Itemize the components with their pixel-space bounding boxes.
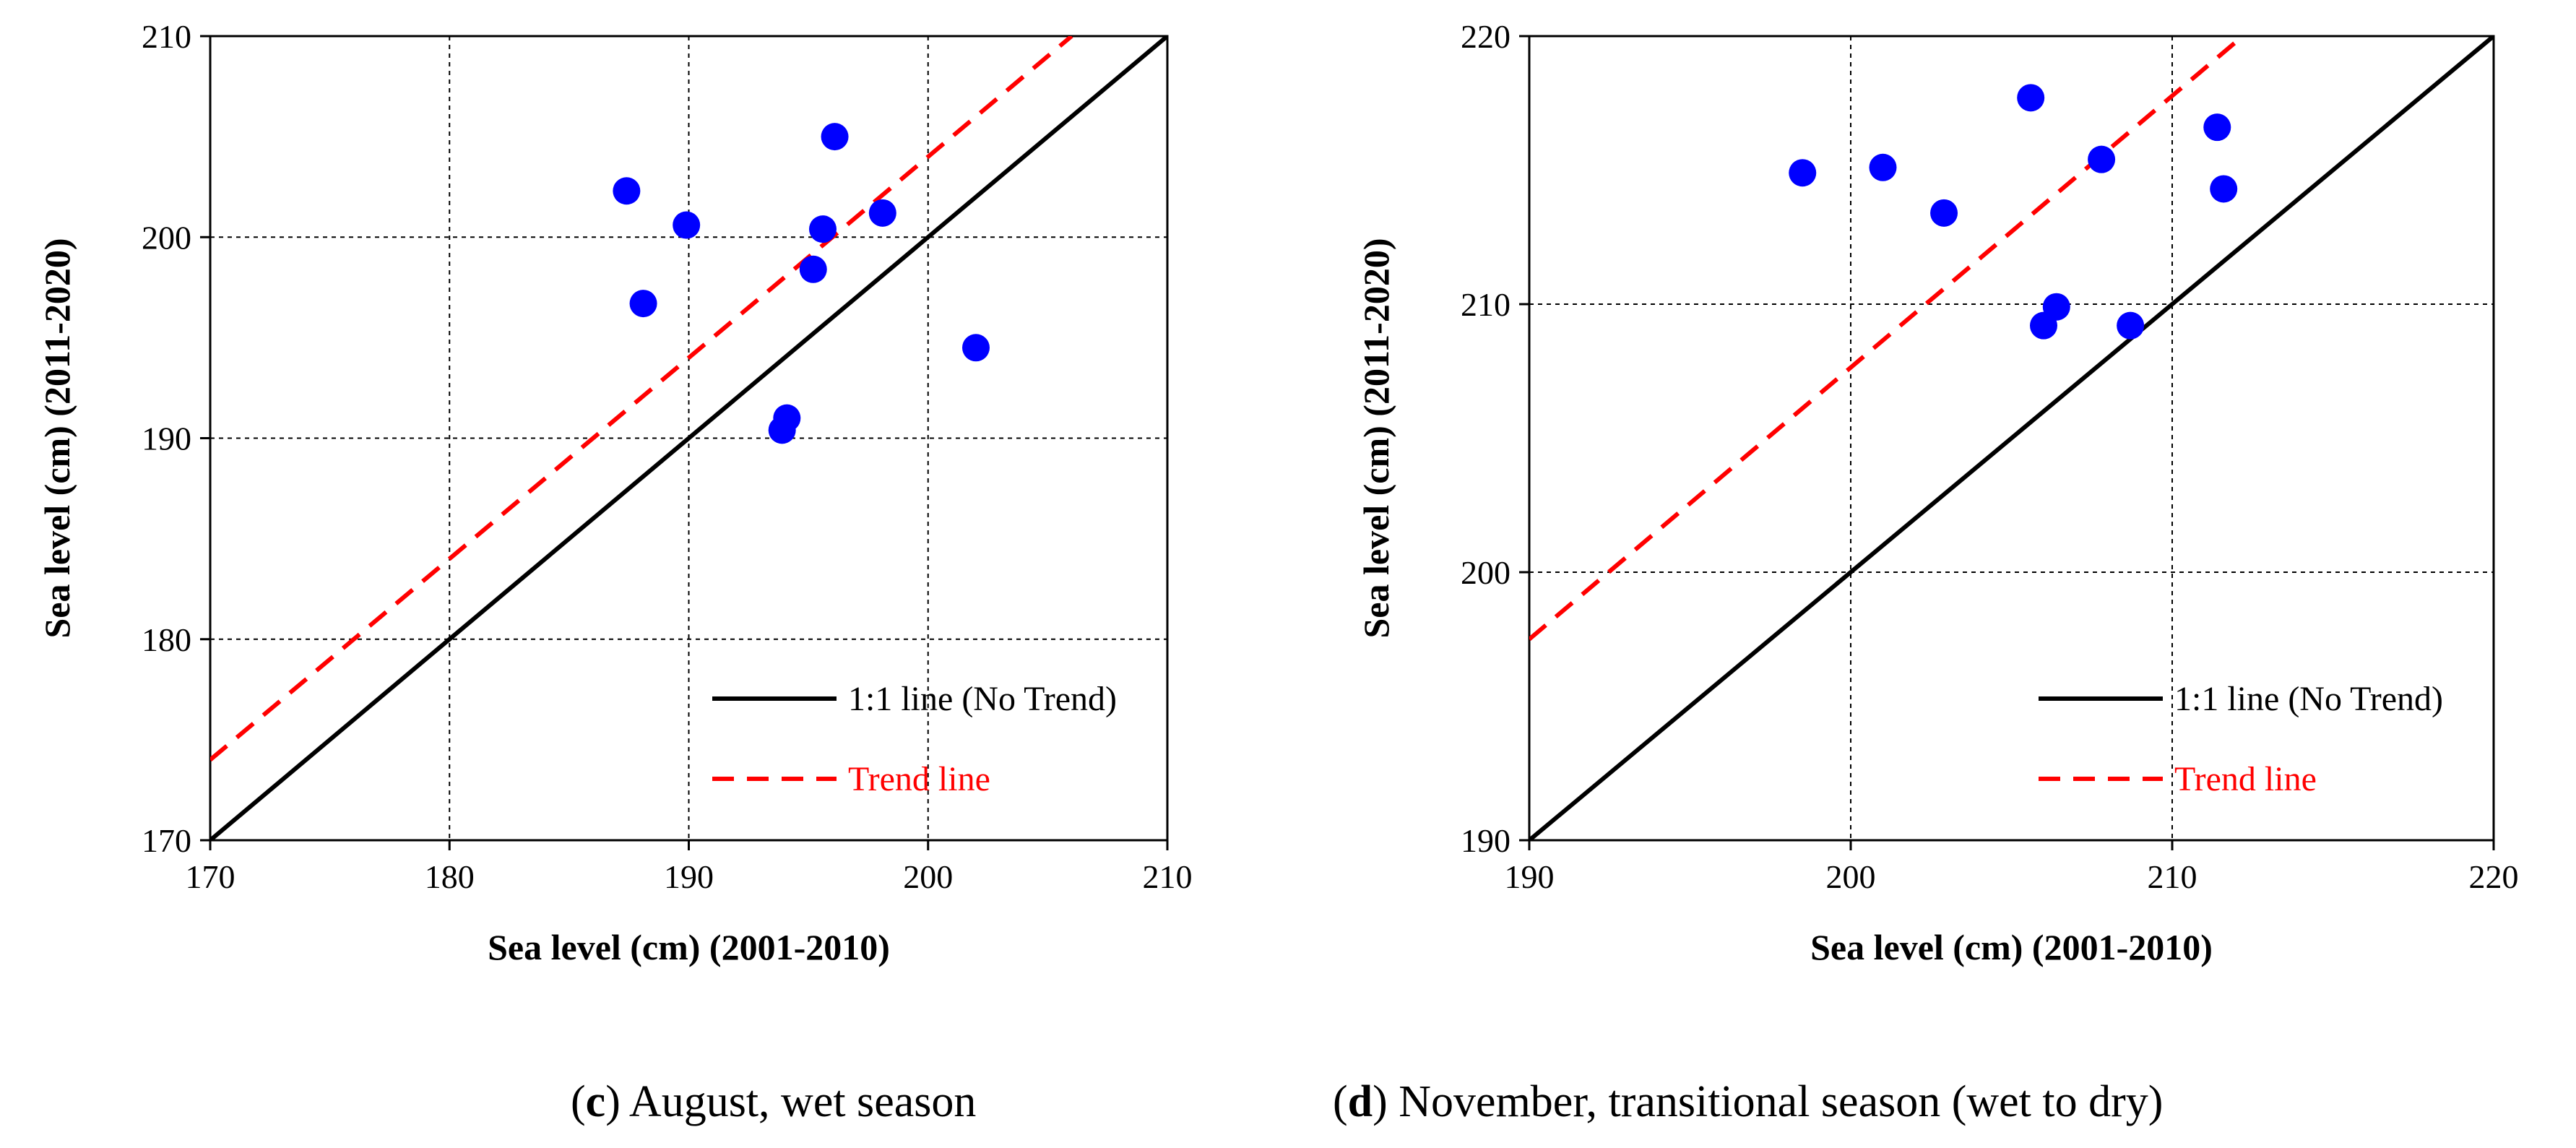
panel-caption: (d) November, transitional season (wet t… [1333,1077,2163,1126]
data-point [629,290,657,318]
chart-panel-d: 190 200 210 220 190 200 210 220 Sea level (cm) (… [1333,18,2519,1126]
y-tick-label: 180 [142,621,191,658]
y-tick-label: 190 [1461,822,1510,859]
legend-label-one-to-one: 1:1 line (No Trend) [2174,680,2443,718]
legend-label-trend: Trend line [2174,760,2317,798]
data-point [809,215,837,243]
x-tick-label: 180 [425,858,475,895]
y-tick-label: 210 [142,18,191,55]
x-axis-title: Sea level (cm) (2001-2010) [488,927,890,967]
x-tick-label: 210 [2148,858,2197,895]
x-tick-label: 200 [903,858,953,895]
data-point [2210,175,2238,203]
data-point [821,123,849,151]
one-to-one-line [210,36,1167,840]
x-tick-label: 220 [2469,858,2519,895]
legend-label-one-to-one: 1:1 line (No Trend) [848,680,1117,718]
caption-open-paren: ( [1333,1077,1348,1126]
data-point [1869,153,1897,181]
y-tick-label: 200 [1461,554,1510,591]
y-axis-title: Sea level (cm) (2011-2020) [37,238,77,638]
data-point [673,211,701,239]
caption-text: ) November, transitional season (wet to … [1373,1077,2163,1126]
panel-caption: (c) August, wet season [571,1077,976,1126]
y-tick-label: 210 [1461,286,1510,323]
data-point [799,255,827,283]
y-tick-label: 190 [142,420,191,457]
data-point [613,177,641,205]
y-tick-label: 220 [1461,18,1510,55]
y-tick-label: 200 [142,219,191,256]
data-point [2042,293,2070,321]
data-point [773,404,801,432]
x-tick-label: 190 [1505,858,1555,895]
trend-line [210,36,1073,761]
caption-letter: c [586,1077,606,1126]
caption-open-paren: ( [571,1077,586,1126]
data-point [1789,159,1817,187]
data-point [2117,311,2145,340]
data-point [2203,113,2231,142]
one-to-one-line [1529,36,2494,840]
caption-letter: d [1348,1077,1373,1126]
caption-text: ) August, wet season [605,1077,976,1126]
y-axis-title: Sea level (cm) (2011-2020) [1356,238,1396,638]
data-point [2017,84,2045,112]
y-tick-label: 170 [142,822,191,859]
trend-line [1529,40,2238,642]
legend-label-trend: Trend line [848,760,990,798]
x-tick-label: 170 [186,858,235,895]
x-tick-label: 190 [664,858,714,895]
plot-frame [1528,35,2495,842]
data-point [2088,145,2116,173]
data-point [962,334,990,362]
chart-panel-c: 170 180 190 200 210 170 180 190 200 210 Sea level … [37,18,1193,1126]
x-tick-label: 210 [1143,858,1193,895]
data-point [868,199,896,227]
data-point [1930,199,1958,227]
x-axis-title: Sea level (cm) (2001-2010) [1810,927,2213,967]
x-tick-label: 200 [1826,858,1876,895]
